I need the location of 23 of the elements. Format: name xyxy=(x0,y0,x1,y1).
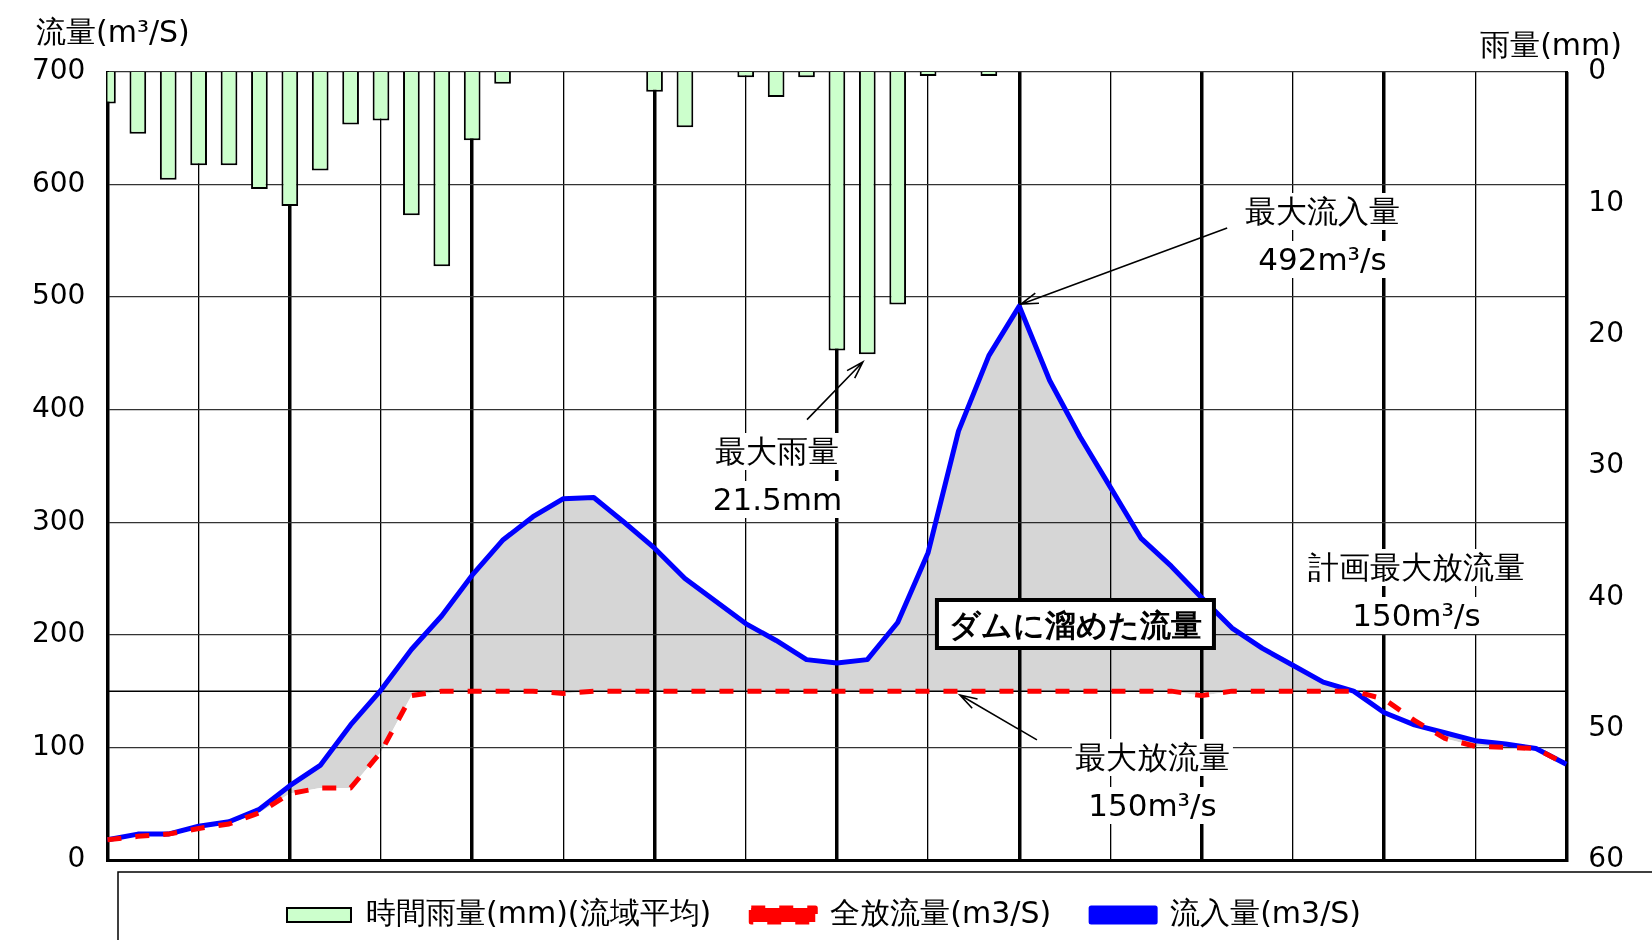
y2-tick-label: 30 xyxy=(1588,447,1625,481)
legend-label: 流入量(m3/S) xyxy=(1170,894,1362,930)
y2-tick-label: 20 xyxy=(1588,315,1625,349)
y-tick-label: 500 xyxy=(31,278,86,312)
y-axis-title: 流量(m³/S) xyxy=(36,14,190,49)
annotation: 最大雨量 21.5mm xyxy=(712,433,843,517)
y-tick-label: 400 xyxy=(31,391,86,424)
y-tick-label: 700 xyxy=(31,53,86,87)
y-tick-label: 300 xyxy=(31,503,86,537)
y2-tick-label: 60 xyxy=(1588,841,1625,875)
legend-label: 時間雨量(mm)(流域平均) xyxy=(366,894,712,930)
y2-tick-label: 50 xyxy=(1588,709,1625,743)
annotation: 最大流入量 492m³/s xyxy=(1244,193,1400,277)
y-tick-label: 100 xyxy=(31,728,86,762)
annotation: 最大放流量 150m³/s xyxy=(1074,739,1230,823)
y2-tick-label: 10 xyxy=(1588,184,1625,218)
y-tick-label: 200 xyxy=(31,616,86,650)
annotation: ダムに溜めた流量 xyxy=(948,607,1202,643)
y2-tick-label: 40 xyxy=(1588,578,1625,612)
legend-label: 全放流量(m3/S) xyxy=(830,894,1052,930)
y-tick-label: 600 xyxy=(31,165,86,199)
y-tick-label: 0 xyxy=(67,841,86,875)
ref-line-label: 計画最大放流量 150m³/s xyxy=(1307,549,1525,633)
